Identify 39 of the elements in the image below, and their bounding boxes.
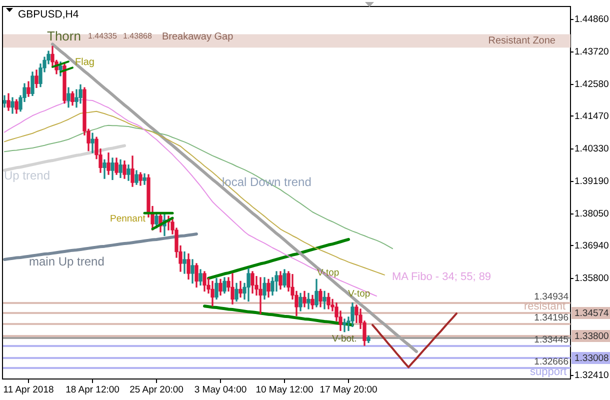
annotation: 1.43868 (123, 32, 152, 41)
ref-line-label: 1.33800 (574, 331, 609, 342)
y-tick-label: 1.41470 (574, 110, 609, 122)
annotation: V-top (317, 268, 340, 279)
annotation: main Up trend (29, 254, 104, 268)
chart-title: GBPUSD,H4 (18, 8, 79, 21)
annotation: Thorn (47, 28, 81, 44)
y-tick-label: 1.36940 (574, 240, 609, 252)
annotation: MA Fibo - 34; 55; 89 (392, 271, 492, 284)
ref-line-label: 1.32666 (534, 356, 568, 368)
annotation: Flag (75, 56, 94, 68)
ref-line-label: 1.34574 (574, 308, 609, 320)
ref-line-label: 1.33008 (574, 353, 609, 364)
x-tick-label: 25 Apr 20:00 (130, 384, 184, 396)
y-tick-label: 1.42580 (574, 79, 609, 90)
annotation: V-top (348, 288, 370, 300)
y-tick-label: 1.40330 (574, 143, 609, 154)
y-tick-label: 1.38050 (574, 208, 609, 220)
annotation: Breakaway Gap (162, 31, 234, 42)
y-tick-label: 1.35800 (574, 272, 609, 284)
y-tick-label: 1.39190 (574, 176, 609, 188)
x-tick-label: 17 May 20:00 (320, 384, 378, 396)
annotation: resistant (524, 300, 566, 313)
annotation: support (530, 366, 567, 378)
y-tick-label: 1.44860 (574, 14, 609, 25)
annotation: V-bot. (332, 334, 357, 345)
x-tick-label: 10 May 12:00 (256, 384, 314, 396)
y-tick-label: 1.43720 (574, 46, 609, 58)
band-label: Resistant Zone (488, 36, 556, 47)
ref-line-label: 1.34934 (534, 291, 568, 302)
annotation: Up trend (4, 168, 50, 182)
ref-line-label: 1.34196 (534, 312, 568, 324)
x-tick-label: 11 Apr 2018 (3, 384, 54, 396)
y-tick-label: 1.32410 (574, 370, 609, 381)
x-tick-label: 3 May 04:00 (194, 384, 247, 396)
x-tick-label: 18 Apr 12:00 (66, 384, 120, 396)
annotation: Pennant (110, 214, 146, 225)
ref-line-label: 1.33445 (534, 334, 568, 346)
annotation: 1.44335 (88, 32, 118, 41)
